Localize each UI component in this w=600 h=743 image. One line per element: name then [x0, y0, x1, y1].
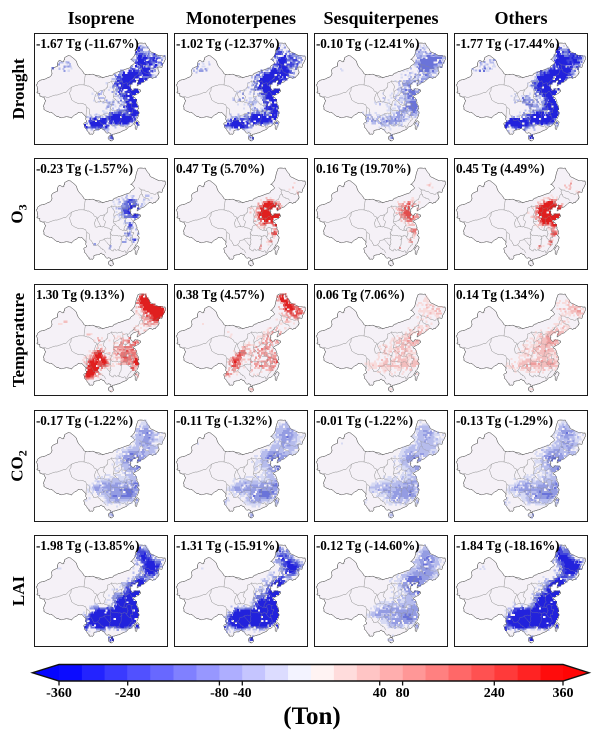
svg-text:40: 40: [373, 686, 387, 701]
svg-text:-240: -240: [115, 686, 141, 701]
svg-text:-360: -360: [46, 686, 72, 701]
svg-text:240: 240: [484, 686, 505, 701]
svg-text:-80: -80: [210, 686, 229, 701]
svg-text:-40: -40: [233, 686, 252, 701]
svg-text:360: 360: [553, 686, 574, 701]
svg-text:80: 80: [396, 686, 410, 701]
svg-text:(Ton): (Ton): [283, 703, 340, 730]
